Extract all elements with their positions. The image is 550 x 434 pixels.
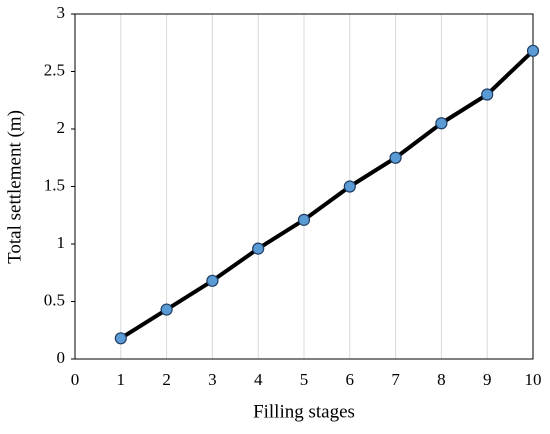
x-axis-label: Filling stages xyxy=(253,401,355,422)
y-tick-label: 1.5 xyxy=(44,175,65,194)
data-point xyxy=(481,88,494,101)
y-tick-label: 2.5 xyxy=(44,60,65,79)
data-point xyxy=(297,213,311,226)
y-tick-label: 2 xyxy=(57,118,66,137)
x-tick-label: 7 xyxy=(391,370,400,389)
x-tick-label: 4 xyxy=(254,370,263,389)
data-point xyxy=(206,274,219,287)
y-tick-label: 1 xyxy=(57,233,66,252)
x-tick-label: 0 xyxy=(71,370,80,389)
x-tick-label: 9 xyxy=(483,370,492,389)
data-point xyxy=(114,332,127,345)
y-tick-label: 0.5 xyxy=(44,290,65,309)
data-point xyxy=(435,117,448,130)
x-tick-label: 6 xyxy=(346,370,355,389)
data-point xyxy=(160,303,173,316)
data-point xyxy=(526,44,540,57)
x-tick-label: 1 xyxy=(117,370,126,389)
y-axis-label: Total settlement (m) xyxy=(4,110,25,264)
x-tick-label: 8 xyxy=(437,370,446,389)
data-point xyxy=(252,242,265,255)
plot-frame xyxy=(74,13,534,360)
data-line xyxy=(119,49,535,340)
x-tick-label: 2 xyxy=(162,370,171,389)
x-tick-label: 5 xyxy=(300,370,309,389)
y-tick-label: 3 xyxy=(57,3,66,22)
x-tick-label: 3 xyxy=(208,370,217,389)
data-point xyxy=(343,180,356,193)
y-tick-label: 0 xyxy=(57,348,66,367)
data-point xyxy=(389,151,402,164)
x-tick-label: 10 xyxy=(525,370,542,389)
